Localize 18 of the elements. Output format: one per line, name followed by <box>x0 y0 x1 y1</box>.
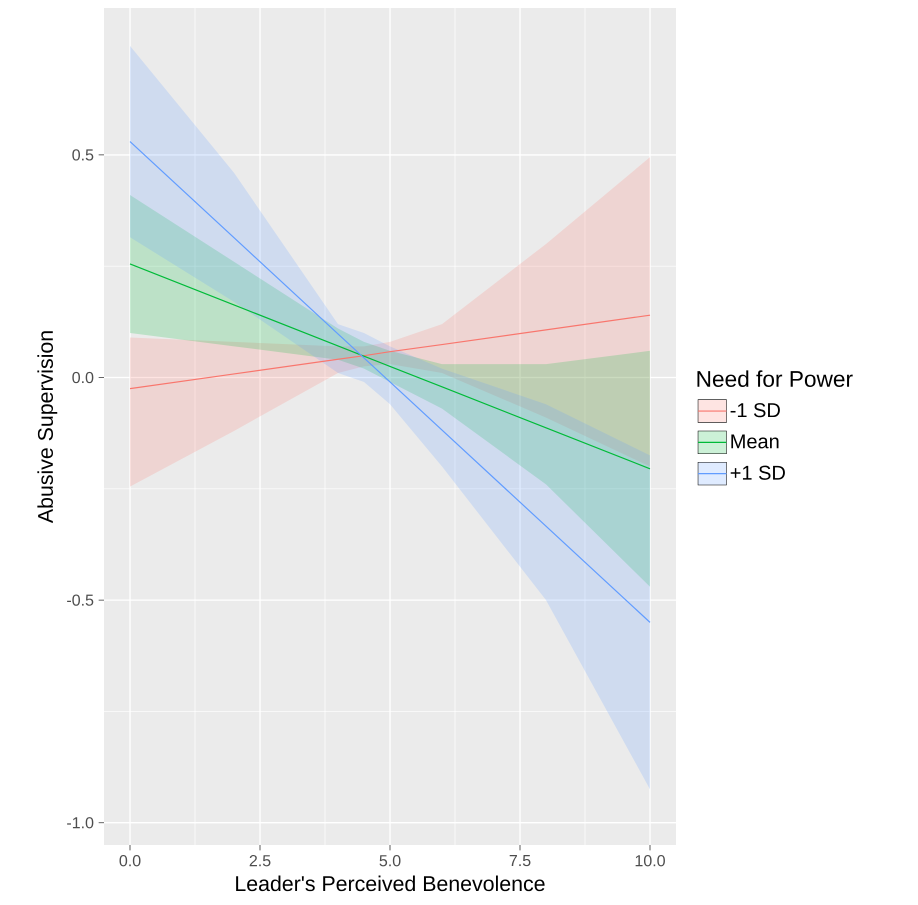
y-tick-label: 0.0 <box>72 372 94 384</box>
legend-label: -1 SD <box>730 403 780 418</box>
legend-title: Need for Power <box>697 370 853 387</box>
x-tick-label: 2.5 <box>250 855 270 866</box>
y-tick-label: -1.0 <box>67 817 94 828</box>
x-tick-label: 0.0 <box>120 855 141 866</box>
legend-label: +1 SD <box>730 466 785 480</box>
x-tick-label: 5.0 <box>380 855 401 866</box>
x-tick-label: 10.0 <box>636 855 665 866</box>
legend-label: Mean <box>731 434 778 448</box>
y-tick-label: -0.5 <box>67 594 94 606</box>
x-tick-label: 7.5 <box>510 855 530 866</box>
line-series <box>129 263 651 470</box>
y-tick-label: 0.5 <box>72 149 94 161</box>
line-series <box>129 314 651 390</box>
y-axis-title: Abusive Supervision <box>37 331 58 524</box>
x-axis-title: Leader's Perceived Benevolence <box>236 876 545 892</box>
line-series <box>129 140 651 623</box>
